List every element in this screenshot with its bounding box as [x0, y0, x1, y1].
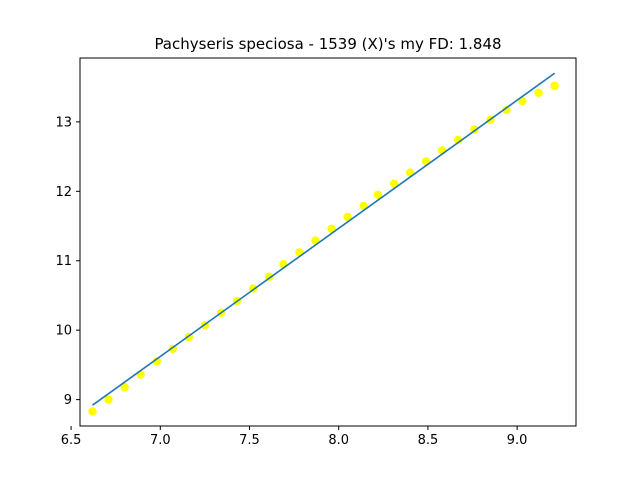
chart-title: Pachyseris speciosa - 1539 (X)'s my FD: … [154, 35, 501, 53]
fit-line [92, 72, 556, 406]
x-tick-label: 6.5 [61, 433, 82, 448]
scatter-point [502, 105, 511, 115]
plot-frame [79, 57, 577, 427]
y-tick-label: 11 [55, 254, 72, 269]
scatter-point [104, 395, 113, 404]
scatter-point [518, 96, 527, 106]
y-tick-label: 9 [64, 393, 72, 408]
scatter-point [534, 88, 543, 97]
scatter-point [343, 212, 352, 222]
scatter-point [152, 357, 161, 366]
scatter-point [120, 382, 129, 392]
scatter-point [264, 272, 274, 281]
x-axis: 6.5 7.0 7.5 8.0 8.5 9.0 [61, 426, 528, 448]
scatter-point [136, 370, 145, 379]
x-tick-label: 7.0 [150, 433, 171, 448]
x-tick-label: 8.5 [418, 433, 439, 448]
scatter-point [550, 81, 559, 90]
y-tick-label: 13 [55, 115, 72, 130]
x-tick-label: 8.0 [328, 433, 349, 448]
x-tick-label: 9.0 [507, 433, 528, 448]
x-tick-label: 7.5 [239, 433, 260, 448]
scatter-point [373, 190, 383, 199]
y-tick-label: 12 [55, 185, 72, 200]
scatter-point [88, 407, 97, 416]
scatter-point [454, 135, 463, 145]
plot-marks [88, 72, 559, 416]
scatter-point [327, 224, 336, 234]
y-axis: 9 10 11 12 13 [55, 115, 80, 408]
y-tick-label: 10 [55, 324, 72, 339]
scatter-point [389, 179, 399, 188]
